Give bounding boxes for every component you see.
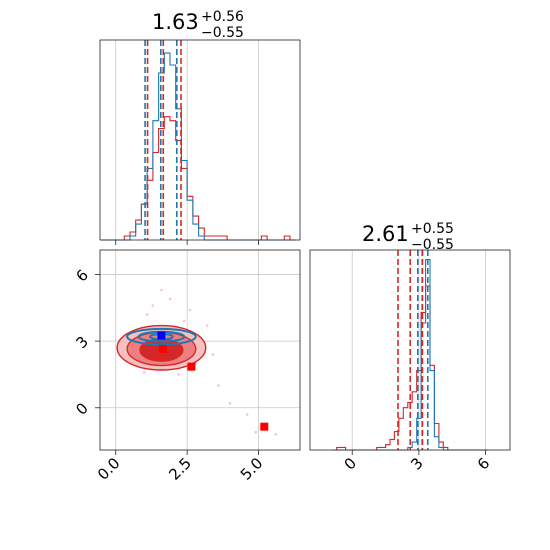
hist-param1-panel [99, 39, 301, 245]
scatter-sample-point [160, 288, 163, 292]
scatter-sample-point [151, 304, 155, 307]
scatter-x-ticks: 0.0 2.5 5.0 [94, 450, 266, 484]
title-param2-value: 2.61 [362, 222, 409, 246]
scatter-sample-point [145, 313, 149, 316]
hist2-xtick-label: 6 [474, 454, 493, 473]
hist2-xtick-label: 0 [341, 454, 360, 473]
hist2-x-ticks: 0 3 6 [341, 450, 493, 474]
scatter-sample-point [182, 319, 186, 323]
scatter-sample-point [228, 402, 232, 405]
hist-param2-panel [309, 249, 511, 451]
hist2-xtick-label: 3 [407, 454, 426, 473]
title-param1-value: 1.63 [152, 10, 199, 34]
red-square-marker [158, 344, 167, 353]
hist1-frame [99, 39, 301, 241]
scatter-sample-point [168, 297, 172, 301]
scatter-ytick-label: 6 [72, 266, 91, 285]
hist2-frame [309, 249, 511, 451]
scatter-sample-point [254, 430, 258, 434]
scatter-frame [99, 249, 301, 451]
scatter-sample-point [188, 308, 192, 312]
scatter-xtick-label: 2.5 [165, 454, 195, 484]
title-param2-upper: +0.55 [411, 221, 454, 237]
title-param1: 1.63 +0.56 −0.55 [152, 9, 244, 41]
scatter-sample-point [211, 353, 215, 356]
scatter-xtick-label: 0.0 [94, 454, 124, 484]
blue-square-marker [157, 331, 166, 340]
scatter-sample-point [205, 324, 209, 327]
title-param2-lower: −0.55 [411, 237, 454, 253]
scatter-sample-point [177, 373, 180, 376]
blue-contour-level-1 [126, 327, 197, 346]
title-param2: 2.61 +0.55 −0.55 [362, 221, 454, 253]
hist1-red-step [101, 116, 296, 241]
red-square-marker [187, 362, 196, 371]
title-param1-lower: −0.55 [201, 25, 244, 41]
scatter-y-ticks: 0 3 6 [72, 266, 100, 419]
red-square-marker [260, 422, 269, 431]
hist1-blue-step [101, 52, 296, 241]
scatter-sample-point [274, 433, 278, 436]
scatter-sample-point [217, 384, 220, 387]
scatter-xtick-label: 5.0 [237, 454, 267, 484]
scatter-ytick-label: 0 [72, 399, 91, 418]
scatter-2d-panel [99, 249, 301, 451]
title-param1-upper: +0.56 [201, 9, 244, 25]
scatter-sample-point [142, 370, 146, 374]
scatter-sample-point [245, 413, 249, 416]
scatter-ytick-label: 3 [72, 333, 91, 352]
